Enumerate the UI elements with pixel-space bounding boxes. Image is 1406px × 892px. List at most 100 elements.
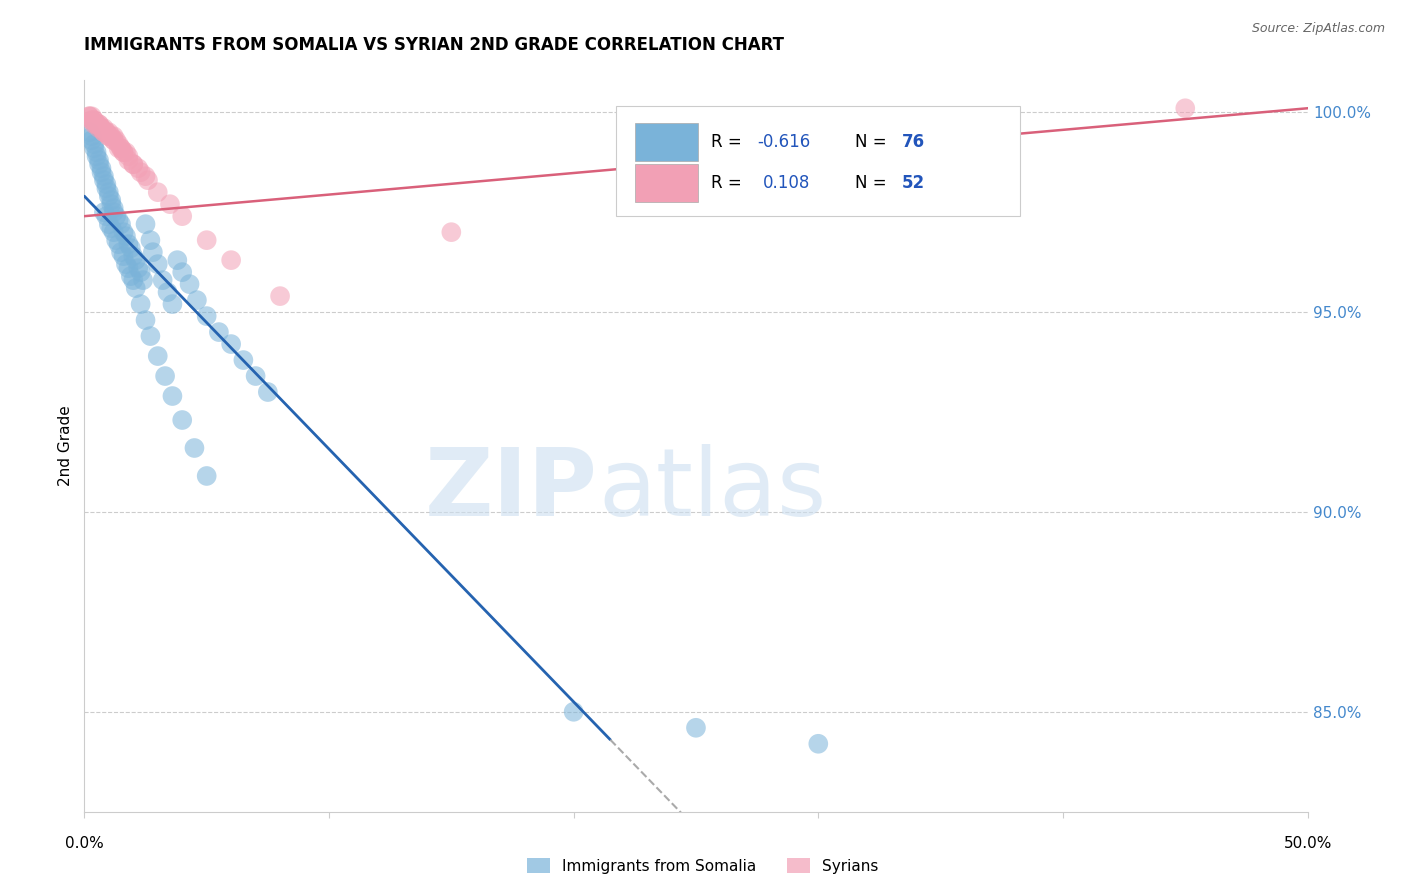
Point xyxy=(100,129,122,144)
Point xyxy=(97,129,120,144)
Point xyxy=(136,173,159,187)
Point xyxy=(159,197,181,211)
Text: IMMIGRANTS FROM SOMALIA VS SYRIAN 2ND GRADE CORRELATION CHART: IMMIGRANTS FROM SOMALIA VS SYRIAN 2ND GR… xyxy=(84,36,785,54)
Point xyxy=(86,149,108,163)
Point xyxy=(127,161,149,176)
Point xyxy=(257,385,280,400)
Point xyxy=(80,113,103,128)
Point xyxy=(83,113,105,128)
Point xyxy=(112,225,135,239)
FancyBboxPatch shape xyxy=(616,106,1021,216)
Y-axis label: 2nd Grade: 2nd Grade xyxy=(58,406,73,486)
Point xyxy=(87,117,110,131)
Text: N =: N = xyxy=(855,174,887,192)
Text: R =: R = xyxy=(710,174,741,192)
Point xyxy=(97,189,120,203)
Point xyxy=(122,273,145,287)
Point xyxy=(100,193,122,207)
Point xyxy=(219,253,242,268)
Text: 52: 52 xyxy=(901,174,925,192)
Point xyxy=(152,273,174,287)
Point xyxy=(87,153,110,168)
Text: 50.0%: 50.0% xyxy=(1284,836,1331,851)
Point xyxy=(77,109,100,123)
Point xyxy=(120,241,142,255)
Point xyxy=(80,133,103,147)
Point xyxy=(110,245,132,260)
Point xyxy=(562,705,585,719)
Point xyxy=(153,369,176,384)
Point xyxy=(440,225,463,239)
Point xyxy=(97,129,120,144)
Point xyxy=(93,125,115,139)
Point xyxy=(90,165,112,179)
Point xyxy=(127,261,149,276)
Point xyxy=(86,117,108,131)
Point xyxy=(122,249,145,263)
Point xyxy=(90,121,112,136)
Point xyxy=(87,117,110,131)
Point xyxy=(183,441,205,455)
Point xyxy=(112,145,135,160)
Point xyxy=(83,117,105,131)
Point xyxy=(139,233,162,247)
Point xyxy=(97,125,120,139)
Text: ZIP: ZIP xyxy=(425,444,598,536)
Point xyxy=(139,329,162,343)
Point xyxy=(80,113,103,128)
Point xyxy=(807,737,830,751)
Point xyxy=(129,265,152,279)
Point xyxy=(172,265,194,279)
Point xyxy=(110,141,132,155)
Point xyxy=(142,245,165,260)
Point xyxy=(96,209,118,223)
Point xyxy=(112,249,135,263)
Point xyxy=(107,141,129,155)
Point xyxy=(103,133,125,147)
Point xyxy=(166,253,188,268)
Point xyxy=(112,145,135,160)
Point xyxy=(172,209,194,223)
Text: 0.108: 0.108 xyxy=(763,174,811,192)
Point xyxy=(129,165,152,179)
Point xyxy=(122,157,145,171)
Point xyxy=(97,185,120,199)
Point xyxy=(105,233,128,247)
Point xyxy=(135,217,157,231)
Point xyxy=(195,469,218,483)
Point xyxy=(103,201,125,215)
Point xyxy=(90,161,112,176)
Point xyxy=(162,297,184,311)
Point xyxy=(115,229,138,244)
Point xyxy=(117,153,139,168)
Text: N =: N = xyxy=(855,133,887,151)
Point xyxy=(96,125,118,139)
Point xyxy=(115,145,138,160)
Point xyxy=(100,197,122,211)
Point xyxy=(117,149,139,163)
Point xyxy=(269,289,291,303)
Point xyxy=(120,269,142,284)
Point xyxy=(195,309,218,323)
Point xyxy=(219,337,242,351)
Point xyxy=(135,313,157,327)
Point xyxy=(83,137,105,152)
Point xyxy=(97,217,120,231)
Point xyxy=(208,325,231,339)
Point xyxy=(162,389,184,403)
Point xyxy=(80,129,103,144)
Point xyxy=(172,413,194,427)
Point xyxy=(103,129,125,144)
Point xyxy=(146,349,169,363)
FancyBboxPatch shape xyxy=(636,163,699,202)
Point xyxy=(86,117,108,131)
Point xyxy=(195,233,218,247)
Point xyxy=(96,181,118,195)
Point xyxy=(186,293,208,307)
Point xyxy=(117,261,139,276)
Point xyxy=(103,205,125,219)
Point xyxy=(77,125,100,139)
Point xyxy=(93,173,115,187)
Point xyxy=(107,137,129,152)
Point xyxy=(105,133,128,147)
